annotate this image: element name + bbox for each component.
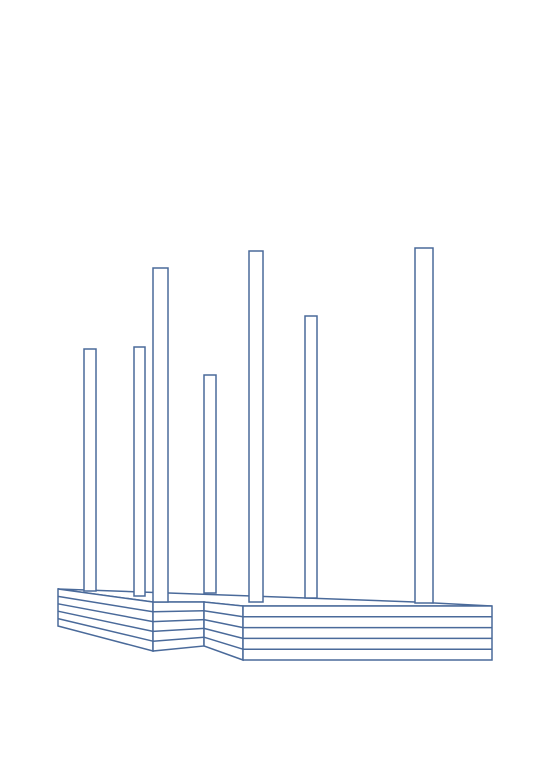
post-6 (304, 315, 318, 599)
platform-angled-face (203, 601, 244, 662)
post-3 (152, 267, 169, 603)
platform-right-slab (242, 605, 493, 661)
post-4 (203, 374, 217, 594)
platform-middle-step (152, 601, 205, 652)
post-5 (248, 250, 264, 603)
post-2 (133, 346, 146, 597)
post-7 (414, 247, 434, 604)
post-1 (83, 348, 97, 592)
